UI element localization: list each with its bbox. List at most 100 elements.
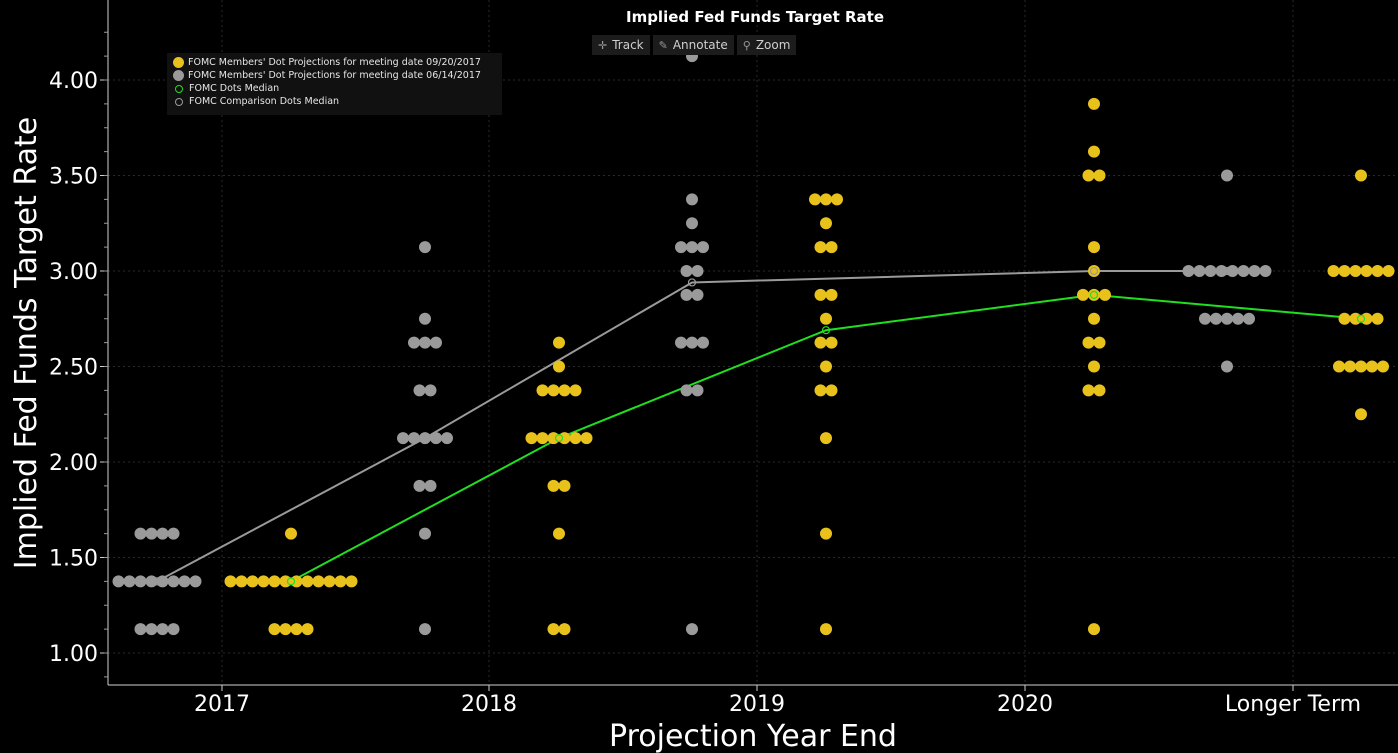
jun-projection-dot: [167, 575, 180, 588]
sep-projection-dot: [224, 575, 237, 588]
jun-projection-dot: [686, 623, 698, 636]
jun-projection-dot: [675, 336, 687, 349]
sep-projection-dot: [1355, 169, 1367, 182]
sep-projection-dot: [279, 575, 292, 588]
sep-projection-dot: [831, 193, 843, 206]
jun-projection-dot: [680, 384, 693, 397]
x-axis-label: Projection Year End: [609, 719, 897, 753]
sep-projection-dot: [820, 217, 832, 230]
sep-projection-dot: [1088, 241, 1100, 254]
sep-projection-dot: [1349, 265, 1362, 277]
sep-projection-dot: [569, 384, 582, 397]
jun-projection-dot: [1215, 265, 1228, 277]
sep-projection-dot: [290, 623, 303, 636]
sep-projection-dot: [569, 432, 582, 445]
jun-projection-dot: [1193, 265, 1206, 277]
jun-projection-dot: [145, 527, 158, 540]
sep-projection-dot: [547, 623, 560, 636]
sep-projection-dot: [345, 575, 358, 588]
legend-item-jun-dots[interactable]: FOMC Members' Dot Projections for meetin…: [173, 69, 502, 82]
median-line: [290, 293, 1362, 583]
dot-projections: [112, 50, 1395, 636]
sep-projection-dot: [1082, 384, 1095, 397]
zoom-label: Zoom: [755, 38, 791, 52]
zoom-button[interactable]: ⚲ Zoom: [736, 35, 797, 55]
jun-projection-dot: [1182, 265, 1195, 277]
comparison-median-marker: [420, 434, 430, 443]
chart-legend: FOMC Members' Dot Projections for meetin…: [167, 53, 502, 115]
annotate-button[interactable]: ✎ Annotate: [652, 35, 734, 55]
track-button[interactable]: ✛ Track: [592, 35, 650, 55]
sep-projection-dot: [1088, 97, 1100, 110]
magnifier-icon: ⚲: [742, 38, 751, 52]
sep-projection-dot: [547, 384, 560, 397]
sep-projection-dot: [814, 241, 827, 254]
sep-projection-dot: [334, 575, 347, 588]
jun-projection-dot: [413, 384, 426, 397]
median-marker: [554, 434, 564, 443]
sep-projection-dot: [820, 432, 832, 445]
jun-projection-dot: [167, 623, 180, 636]
jun-projection-dot: [1199, 312, 1211, 325]
legend-label: FOMC Members' Dot Projections for meetin…: [188, 57, 481, 68]
track-label: Track: [612, 38, 644, 52]
sep-projection-dot: [1355, 408, 1367, 421]
jun-projection-dot: [697, 336, 709, 349]
y-tick-label: 3.50: [49, 165, 98, 190]
sep-projection-dot: [268, 575, 281, 588]
median-marker: [821, 326, 831, 335]
legend-item-median[interactable]: FOMC Dots Median: [173, 82, 502, 95]
pencil-icon: ✎: [658, 38, 668, 52]
jun-projection-dot: [430, 336, 442, 349]
jun-projection-dot: [441, 432, 453, 445]
jun-projection-dot: [686, 217, 698, 230]
legend-label: FOMC Dots Median: [189, 83, 280, 94]
comparison-median-marker: [1222, 266, 1232, 276]
jun-projection-dot: [408, 432, 420, 445]
jun-projection-dot: [691, 288, 704, 301]
sep-projection-dot: [1360, 265, 1373, 277]
jun-projection-dot: [686, 336, 698, 349]
sep-projection-dot: [580, 432, 593, 445]
y-axis-label: Implied Fed Funds Target Rate: [9, 117, 44, 569]
legend-item-comparison-median[interactable]: FOMC Comparison Dots Median: [173, 95, 502, 108]
sep-projection-dot: [825, 336, 838, 349]
sep-projection-dot: [809, 193, 821, 206]
x-tick-label: 2019: [729, 692, 785, 717]
legend-label: FOMC Comparison Dots Median: [189, 96, 340, 107]
sep-projection-dot: [1077, 288, 1089, 301]
sep-projection-dot: [1082, 169, 1095, 182]
legend-label: FOMC Members' Dot Projections for meetin…: [188, 70, 481, 81]
jun-projection-dot: [413, 479, 426, 492]
sep-projection-dot: [1377, 360, 1389, 373]
jun-projection-dot: [419, 312, 431, 325]
jun-projection-dot: [134, 623, 147, 636]
y-axis: 1.00 1.50 2.00 2.50 3.00 3.50 4.00: [49, 0, 109, 685]
sep-projection-dot: [547, 432, 560, 445]
jun-projection-dot: [419, 336, 431, 349]
sep-projection-dot: [1093, 384, 1106, 397]
chart-toolbar: ✛ Track ✎ Annotate ⚲ Zoom: [592, 35, 797, 55]
jun-projection-dot: [123, 575, 136, 588]
sep-projection-dot: [268, 623, 281, 636]
sep-projection-dot: [558, 384, 571, 397]
legend-item-sep-dots[interactable]: FOMC Members' Dot Projections for meetin…: [173, 56, 502, 69]
jun-projection-dot: [691, 384, 704, 397]
sep-projection-dot: [553, 360, 565, 373]
crosshair-icon: ✛: [598, 38, 608, 52]
x-tick-label: 2020: [997, 692, 1053, 717]
sep-projection-dot: [1338, 265, 1351, 277]
legend-swatch-gray: [173, 70, 184, 81]
sep-projection-dot: [825, 241, 838, 254]
sep-projection-dot: [547, 479, 560, 492]
x-tick-label: 2017: [194, 692, 250, 717]
median-lines: [156, 270, 1362, 583]
median-marker: [1356, 314, 1366, 323]
jun-projection-dot: [1243, 312, 1255, 325]
comparison-median-line: [156, 270, 1227, 583]
sep-projection-dot: [814, 336, 827, 349]
sep-projection-dot: [290, 575, 303, 588]
jun-projection-dot: [1204, 265, 1217, 277]
y-tick-label: 3.00: [49, 260, 98, 285]
jun-projection-dot: [1237, 265, 1250, 277]
